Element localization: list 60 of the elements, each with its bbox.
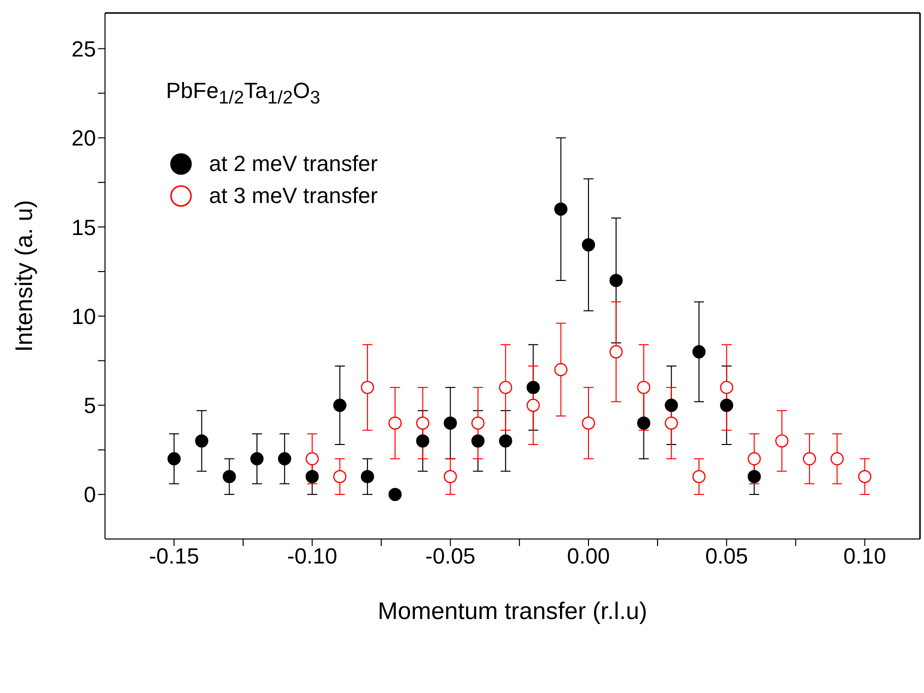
y-tick-label: 20 xyxy=(72,126,96,151)
point xyxy=(471,416,485,430)
point xyxy=(388,416,402,430)
y-tick-label: 10 xyxy=(72,304,96,329)
point xyxy=(554,363,568,376)
point xyxy=(444,470,457,484)
x-axis-title: Momentum transfer (r.l.u) xyxy=(378,598,648,625)
y-tick-label: 5 xyxy=(84,393,96,418)
point xyxy=(554,202,568,216)
point xyxy=(498,434,512,448)
y-axis-title: Intensity (a. u) xyxy=(11,200,38,352)
point xyxy=(637,416,650,430)
point xyxy=(692,345,706,358)
x-tick-label: -0.10 xyxy=(287,544,338,569)
y-tick-label: 25 xyxy=(72,36,96,62)
point xyxy=(664,398,678,412)
point xyxy=(582,416,596,430)
point xyxy=(306,452,319,466)
point xyxy=(748,452,761,466)
point xyxy=(278,452,292,466)
point xyxy=(416,416,430,430)
point xyxy=(222,470,236,484)
point xyxy=(664,416,678,430)
point xyxy=(830,452,844,466)
annotation: PbFe$_{1/2}$Ta$_{1/2}$O$_{3}$ xyxy=(166,78,320,108)
point xyxy=(333,398,346,412)
point xyxy=(610,345,623,358)
legend-label: at 3 meV transfer xyxy=(209,183,378,209)
point xyxy=(637,380,650,394)
point xyxy=(526,398,540,412)
point xyxy=(692,470,706,484)
x-tick-label: 0.00 xyxy=(567,544,610,569)
point xyxy=(526,380,540,394)
point xyxy=(250,452,264,466)
point xyxy=(167,452,181,466)
point xyxy=(333,470,346,484)
point xyxy=(471,434,485,448)
point xyxy=(582,238,596,252)
point xyxy=(360,470,374,484)
point xyxy=(775,434,788,448)
x-tick-label: -0.15 xyxy=(148,544,200,569)
point xyxy=(610,274,623,288)
point xyxy=(444,416,457,430)
point xyxy=(388,488,402,502)
x-tick-label: -0.05 xyxy=(425,544,476,569)
point xyxy=(858,470,872,484)
legend-label: at 2 meV transfer xyxy=(209,151,378,177)
point xyxy=(720,380,734,394)
x-tick-label: 0.10 xyxy=(843,544,886,569)
x-tick-label: 0.05 xyxy=(705,544,748,569)
point xyxy=(498,380,512,394)
point xyxy=(720,398,734,412)
y-tick-label: 15 xyxy=(72,214,96,240)
y-tick-label: 0 xyxy=(84,482,96,508)
point xyxy=(802,452,816,466)
point xyxy=(306,470,319,484)
point xyxy=(416,434,430,448)
point xyxy=(360,380,374,394)
point xyxy=(748,470,761,484)
point xyxy=(195,434,208,448)
